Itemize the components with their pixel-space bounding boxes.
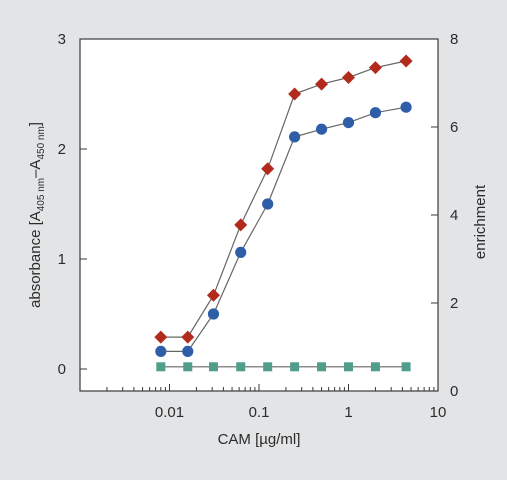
y-left-axis-label: absorbance [A405 nm–A450 nm] (27, 122, 47, 308)
diamond-point (234, 218, 248, 232)
series-lines (160, 60, 407, 368)
diamond-point (154, 330, 168, 344)
circle-point (182, 345, 194, 357)
plot-area (79, 38, 439, 392)
square-point (156, 362, 166, 372)
square-point (317, 362, 327, 372)
y-right-tick-label: 6 (450, 119, 458, 136)
series-markers (154, 54, 413, 372)
square-point (236, 362, 246, 372)
square-point (290, 362, 300, 372)
circle-point (262, 198, 274, 210)
square-point (263, 362, 273, 372)
x-axis-label: CAM [µg/ml] (218, 431, 301, 448)
diamond-point (288, 87, 302, 101)
y-left-tick-label: 3 (58, 31, 66, 48)
diamond-point (206, 288, 220, 302)
x-tick-label: 0.1 (249, 404, 270, 421)
y-left-tick-label: 1 (58, 251, 66, 268)
diamond-point (368, 61, 382, 75)
circle-point (342, 117, 355, 129)
x-tick-label: 1 (344, 404, 352, 421)
x-tick-label: 10 (430, 404, 447, 421)
square-point (344, 362, 353, 372)
y-right-tick-label: 8 (450, 31, 458, 48)
y-right-tick-label: 2 (450, 295, 458, 312)
x-tick-label: 0.01 (155, 404, 184, 421)
circle-point (235, 246, 247, 258)
y-left-tick-label: 0 (58, 361, 66, 378)
diamond-point (399, 54, 413, 68)
square-point (183, 362, 193, 372)
diamond-point (261, 162, 275, 176)
circle-point (315, 123, 328, 135)
square-point (401, 362, 411, 372)
diamond-series-line (160, 60, 407, 338)
y-right-axis-label: enrichment (472, 184, 489, 259)
circle-point (289, 131, 301, 143)
square-point (208, 362, 218, 372)
y-right-tick-label: 0 (450, 383, 458, 400)
diamond-point (181, 330, 195, 344)
y-left-tick-label: 2 (58, 141, 66, 158)
circle-point (207, 308, 220, 320)
circle-series-line (160, 106, 407, 352)
y-right-tick-label: 4 (450, 207, 458, 224)
circle-point (369, 107, 382, 119)
diamond-point (342, 71, 355, 84)
circle-point (155, 345, 167, 357)
circle-point (400, 101, 412, 113)
square-point (370, 362, 380, 372)
diamond-point (315, 77, 329, 91)
